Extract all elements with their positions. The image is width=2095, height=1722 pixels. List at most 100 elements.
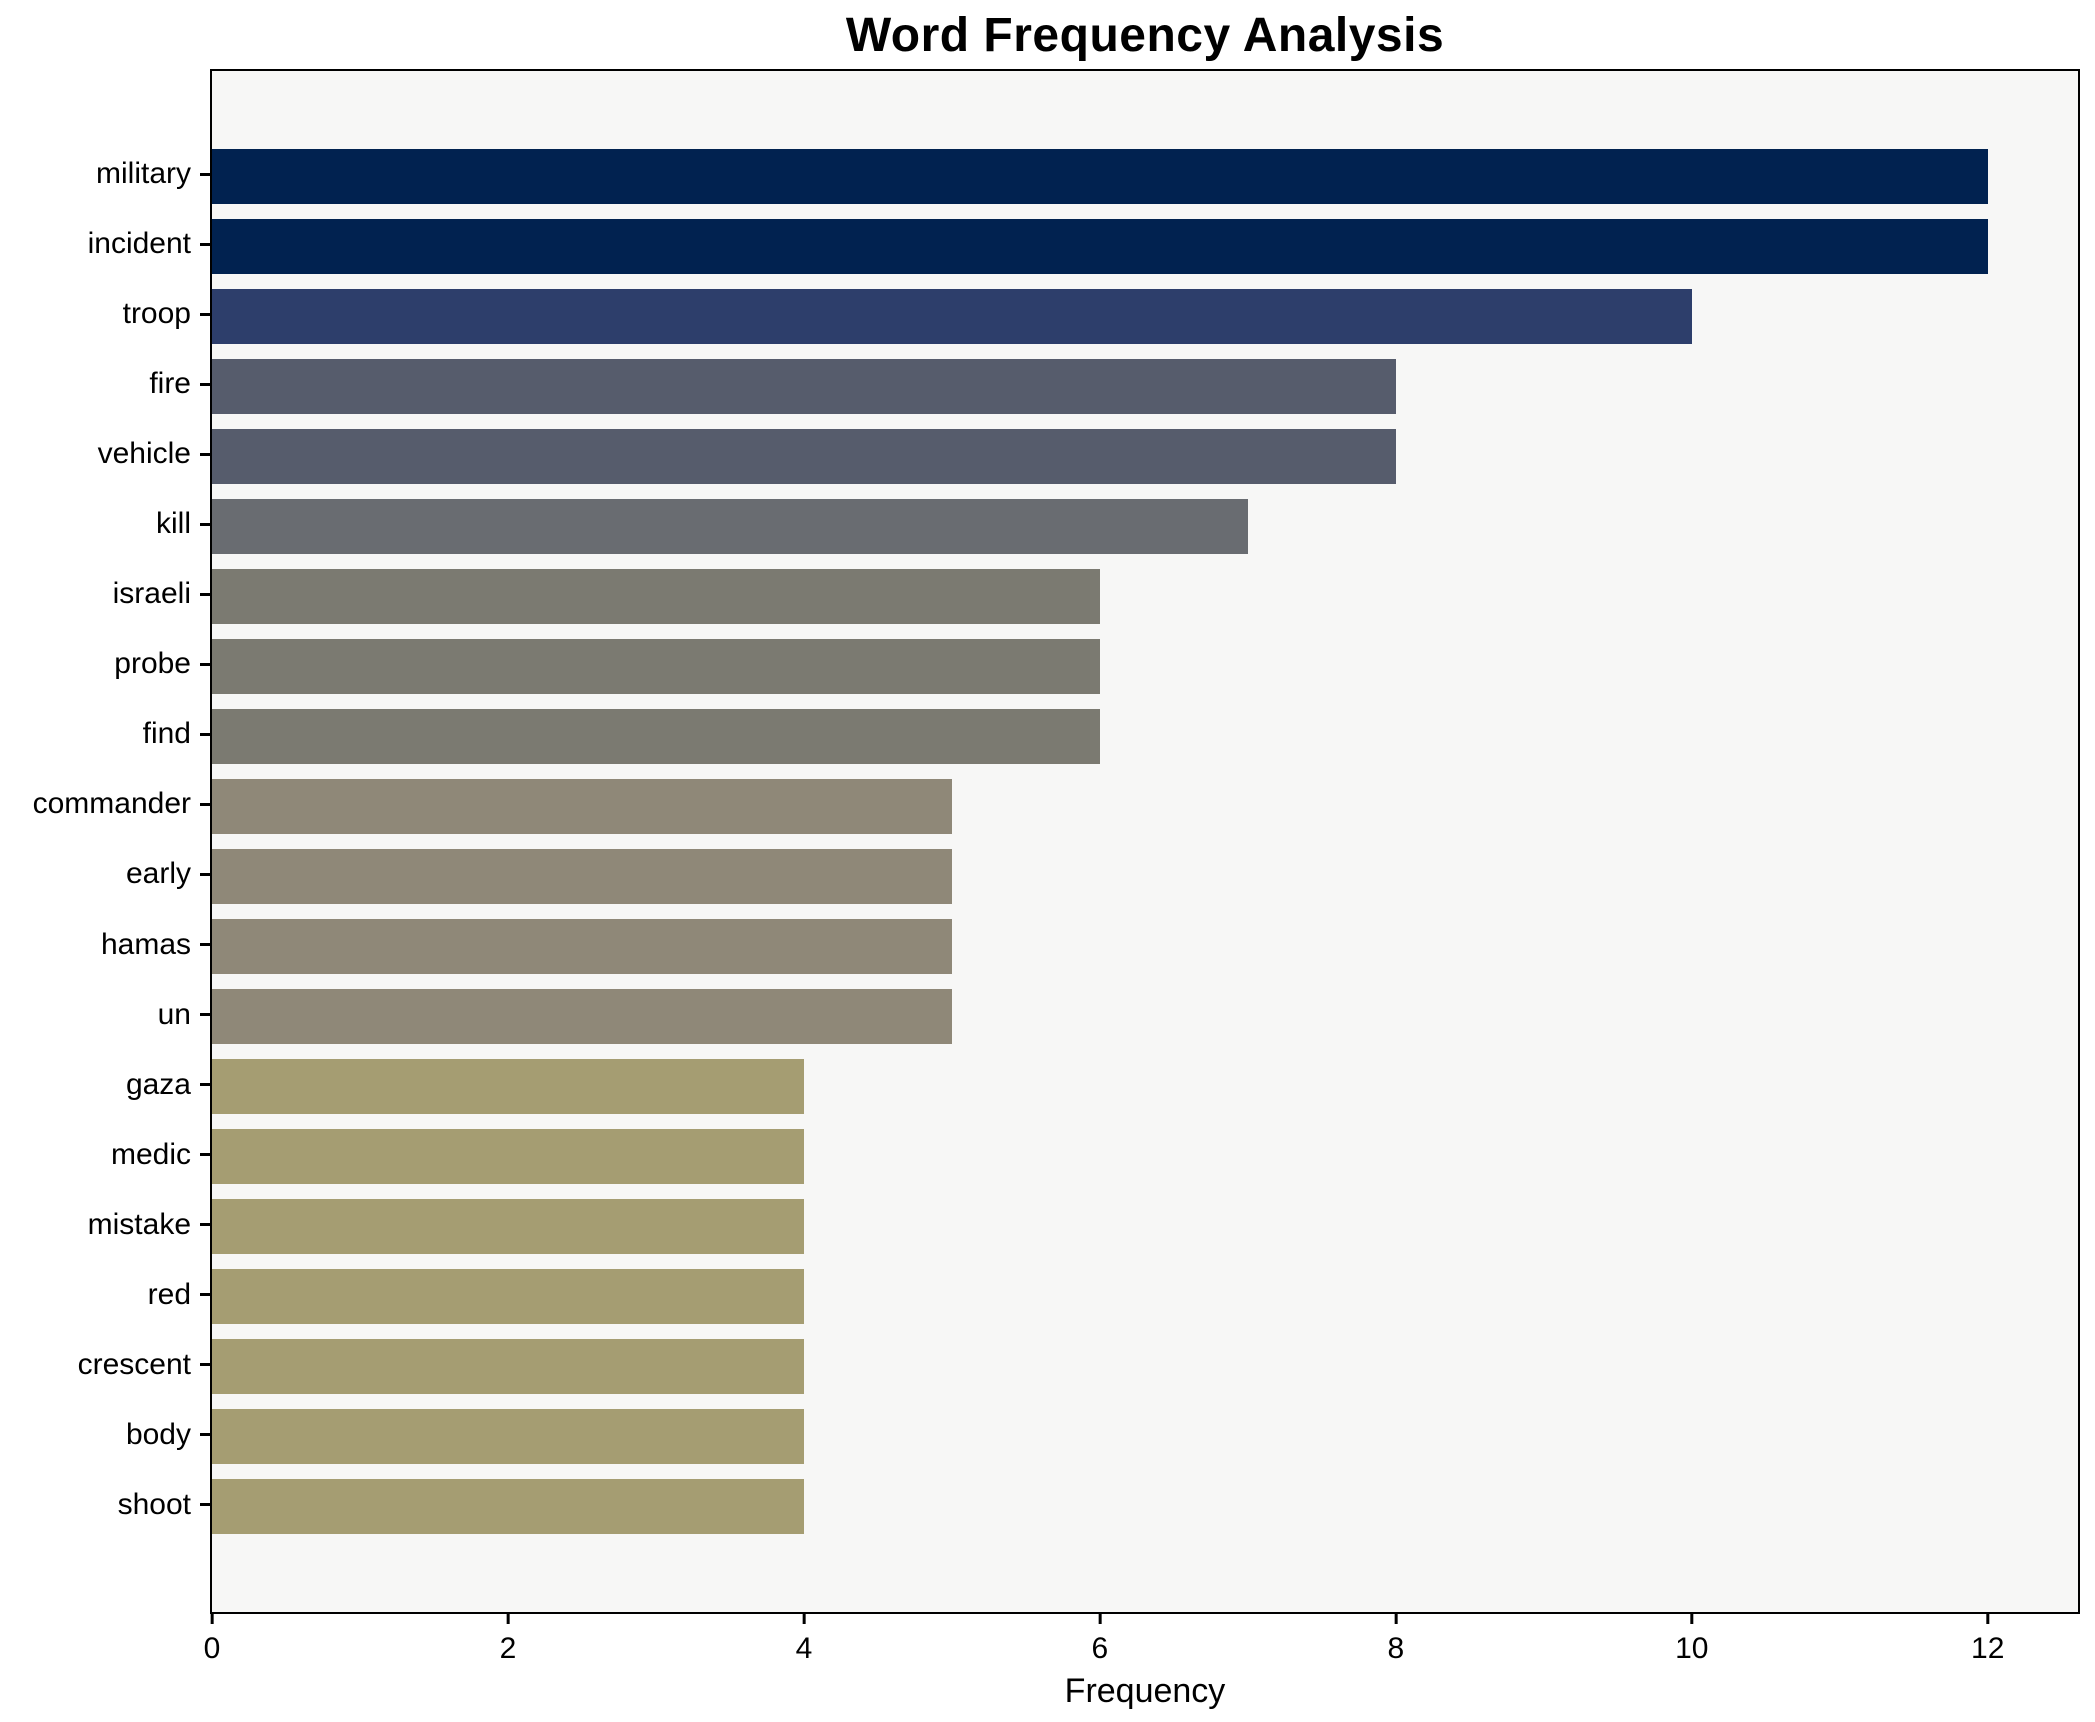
y-label-row: hamas [0, 910, 210, 980]
bar-vehicle [212, 428, 1396, 484]
bar-row [212, 491, 2078, 561]
y-tick-mark [200, 1293, 210, 1297]
bar-row [212, 1402, 2078, 1472]
bar-body [212, 1409, 804, 1465]
y-tick-label-body: body [125, 1417, 191, 1451]
x-tick-mark [210, 1614, 214, 1624]
bar-kill [212, 498, 1248, 554]
bar-row [212, 1122, 2078, 1192]
bar-find [212, 708, 1100, 764]
y-tick-mark [200, 382, 210, 386]
y-label-row: shoot [0, 1470, 210, 1540]
y-label-row: gaza [0, 1050, 210, 1120]
bar-row [212, 141, 2078, 211]
y-label-row: kill [0, 489, 210, 559]
y-label-row: military [0, 139, 210, 209]
bar-row [212, 1052, 2078, 1122]
y-tick-label-incident: incident [87, 227, 191, 261]
y-label-row: crescent [0, 1330, 210, 1400]
x-tick-mark [802, 1614, 806, 1624]
chart-title: Word Frequency Analysis [845, 9, 1445, 62]
bar-row [212, 1332, 2078, 1402]
bar-row [212, 1472, 2078, 1542]
y-tick-mark [200, 1433, 210, 1437]
y-tick-mark [200, 1363, 210, 1367]
y-tick-label-troop: troop [122, 297, 191, 331]
x-tick-label-0: 0 [203, 1632, 221, 1665]
x-tick-label-12: 12 [1971, 1632, 2005, 1665]
y-tick-label-fire: fire [149, 367, 191, 401]
bar-row [212, 1262, 2078, 1332]
y-tick-label-un: un [157, 997, 191, 1031]
y-tick-label-find: find [142, 717, 191, 751]
bar-row [212, 561, 2078, 631]
y-axis-labels: military incident troop fire vehicle kill isra… [0, 139, 210, 1540]
bar-row [212, 281, 2078, 351]
bars-container [212, 141, 2078, 1542]
bar-early [212, 848, 952, 904]
y-tick-mark [200, 242, 210, 246]
y-tick-label-military: military [96, 157, 191, 191]
y-label-row: commander [0, 769, 210, 839]
y-tick-mark [200, 1083, 210, 1087]
bar-row [212, 912, 2078, 982]
y-label-row: red [0, 1260, 210, 1330]
y-tick-mark [200, 312, 210, 316]
bar-hamas [212, 919, 952, 975]
y-tick-mark [200, 732, 210, 736]
bar-row [212, 701, 2078, 771]
x-tick-label-4: 4 [795, 1632, 813, 1665]
y-tick-label-kill: kill [156, 507, 191, 541]
x-tick-mark [1986, 1614, 1990, 1624]
bar-row [212, 421, 2078, 491]
x-tick-mark [1690, 1614, 1694, 1624]
bar-medic [212, 1129, 804, 1185]
bar-shoot [212, 1479, 804, 1535]
x-tick: 0 [203, 1614, 221, 1666]
y-tick-label-red: red [147, 1277, 191, 1311]
y-label-row: troop [0, 279, 210, 349]
y-tick-mark [200, 1153, 210, 1157]
x-tick: 6 [1092, 1614, 1108, 1666]
bar-mistake [212, 1199, 804, 1255]
x-tick: 10 [1675, 1614, 1708, 1666]
bar-commander [212, 778, 952, 834]
y-tick-mark [200, 943, 210, 947]
bar-israeli [212, 568, 1100, 624]
y-label-row: incident [0, 209, 210, 279]
y-tick-label-crescent: crescent [77, 1347, 191, 1381]
y-label-row: probe [0, 629, 210, 699]
y-label-row: israeli [0, 559, 210, 629]
y-tick-mark [200, 1223, 210, 1227]
y-tick-mark [200, 592, 210, 596]
y-tick-label-vehicle: vehicle [97, 437, 191, 471]
y-tick-mark [200, 1013, 210, 1017]
bar-row [212, 982, 2078, 1052]
y-tick-label-gaza: gaza [125, 1067, 191, 1101]
bar-gaza [212, 1059, 804, 1115]
y-label-row: vehicle [0, 419, 210, 489]
y-tick-label-hamas: hamas [100, 927, 191, 961]
y-tick-mark [200, 522, 210, 526]
y-tick-label-medic: medic [110, 1137, 191, 1171]
x-tick-mark [1098, 1614, 1102, 1624]
x-tick: 12 [1971, 1614, 2004, 1666]
y-label-row: early [0, 839, 210, 909]
y-label-row: mistake [0, 1190, 210, 1260]
bar-fire [212, 358, 1396, 414]
y-tick-mark [200, 452, 210, 456]
x-tick: 2 [500, 1614, 516, 1666]
y-label-row: fire [0, 349, 210, 419]
y-tick-mark [200, 662, 210, 666]
y-tick-label-mistake: mistake [87, 1207, 191, 1241]
y-label-row: medic [0, 1120, 210, 1190]
x-tick: 8 [1387, 1614, 1404, 1666]
bar-crescent [212, 1339, 804, 1395]
y-label-row: body [0, 1400, 210, 1470]
bar-row [212, 1192, 2078, 1262]
x-tick-label-8: 8 [1387, 1632, 1405, 1665]
bar-troop [212, 288, 1692, 344]
y-tick-mark [200, 802, 210, 806]
x-tick-mark [1394, 1614, 1398, 1624]
